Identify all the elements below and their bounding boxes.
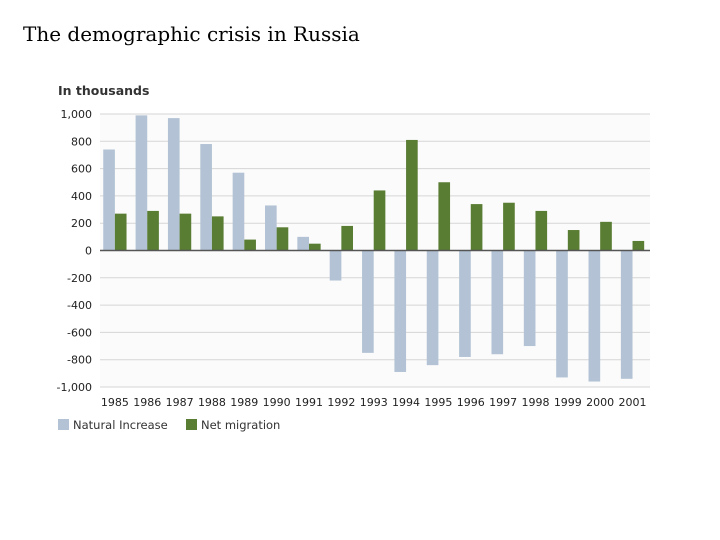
- bar-natural-increase-1986: [135, 115, 148, 251]
- bar-natural-increase-1992: [329, 250, 342, 281]
- bar-net-migration-1990: [276, 227, 289, 251]
- bar-natural-increase-1985: [103, 149, 115, 251]
- bar-net-migration-1999: [567, 230, 580, 251]
- bar-natural-increase-1999: [556, 250, 568, 378]
- legend-label: Natural Increase: [73, 418, 168, 432]
- x-tick-label: 1993: [360, 396, 388, 409]
- y-tick-label: 0: [85, 245, 92, 258]
- bar-net-migration-2001: [632, 240, 645, 251]
- x-tick-label: 1997: [489, 396, 517, 409]
- y-tick-label: 200: [71, 217, 92, 230]
- y-tick-label: -400: [67, 299, 92, 312]
- bar-natural-increase-1995: [426, 250, 439, 366]
- x-tick-label: 2000: [586, 396, 614, 409]
- legend-label: Net migration: [201, 418, 280, 432]
- bar-net-migration-2000: [600, 221, 612, 251]
- bar-net-migration-1997: [503, 202, 515, 251]
- x-tick-label: 1987: [166, 396, 194, 409]
- bar-natural-increase-1996: [459, 250, 471, 357]
- bars: [103, 115, 645, 382]
- y-axis-units-label: In thousands: [58, 83, 149, 98]
- y-tick-label: -200: [67, 272, 92, 285]
- x-tick-label: 2001: [619, 396, 647, 409]
- y-axis-ticks: 1,000 800 600 400 200 0 -200 -400 -600 -800 -1,000: [57, 108, 92, 394]
- y-tick-label: 1,000: [61, 108, 93, 121]
- bar-natural-increase-1987: [167, 118, 180, 251]
- x-tick-label: 1989: [230, 396, 258, 409]
- x-tick-label: 1998: [521, 396, 549, 409]
- x-tick-label: 1988: [198, 396, 226, 409]
- bar-natural-increase-1998: [523, 250, 536, 347]
- bar-natural-increase-2001: [620, 250, 633, 379]
- bar-natural-increase-1997: [491, 250, 504, 355]
- bar-natural-increase-1991: [297, 236, 309, 251]
- bar-net-migration-1996: [470, 204, 483, 251]
- x-tick-label: 1999: [554, 396, 582, 409]
- x-tick-label: 1985: [101, 396, 129, 409]
- slide-title: The demographic crisis in Russia: [23, 22, 360, 46]
- bar-net-migration-1998: [535, 210, 548, 251]
- y-tick-label: -1,000: [57, 381, 92, 394]
- x-tick-label: 1996: [457, 396, 485, 409]
- y-tick-label: 600: [71, 163, 92, 176]
- bar-net-migration-1995: [438, 182, 451, 251]
- x-tick-label: 1992: [327, 396, 355, 409]
- bar-net-migration-1993: [373, 190, 386, 251]
- x-tick-label: 1995: [424, 396, 452, 409]
- y-tick-label: 400: [71, 190, 92, 203]
- bar-net-migration-1989: [244, 239, 256, 251]
- legend: Natural Increase Net migration: [58, 418, 280, 432]
- bar-natural-increase-2000: [588, 250, 601, 382]
- bar-natural-increase-1988: [200, 144, 212, 251]
- bar-net-migration-1992: [341, 225, 353, 251]
- bar-net-migration-1986: [147, 210, 159, 251]
- bar-net-migration-1991: [309, 243, 321, 251]
- bar-natural-increase-1993: [362, 250, 374, 353]
- y-tick-label: -800: [67, 354, 92, 367]
- y-tick-label: -600: [67, 326, 92, 339]
- legend-swatch-net-migration: [186, 419, 197, 430]
- bar-net-migration-1988: [211, 216, 224, 251]
- legend-swatch-natural-increase: [58, 419, 69, 430]
- x-tick-label: 1991: [295, 396, 323, 409]
- x-axis-ticks: 1985 1986 1987 1988 1989 1990 1991 1992 1993 1994…: [101, 396, 647, 409]
- bar-net-migration-1994: [406, 139, 418, 251]
- x-tick-label: 1990: [263, 396, 291, 409]
- bar-net-migration-1985: [114, 213, 127, 251]
- bar-natural-increase-1989: [232, 172, 245, 251]
- x-tick-label: 1986: [133, 396, 161, 409]
- bar-net-migration-1987: [179, 213, 192, 251]
- y-tick-label: 800: [71, 135, 92, 148]
- bar-natural-increase-1990: [265, 205, 277, 251]
- bar-natural-increase-1994: [394, 250, 407, 372]
- x-tick-label: 1994: [392, 396, 420, 409]
